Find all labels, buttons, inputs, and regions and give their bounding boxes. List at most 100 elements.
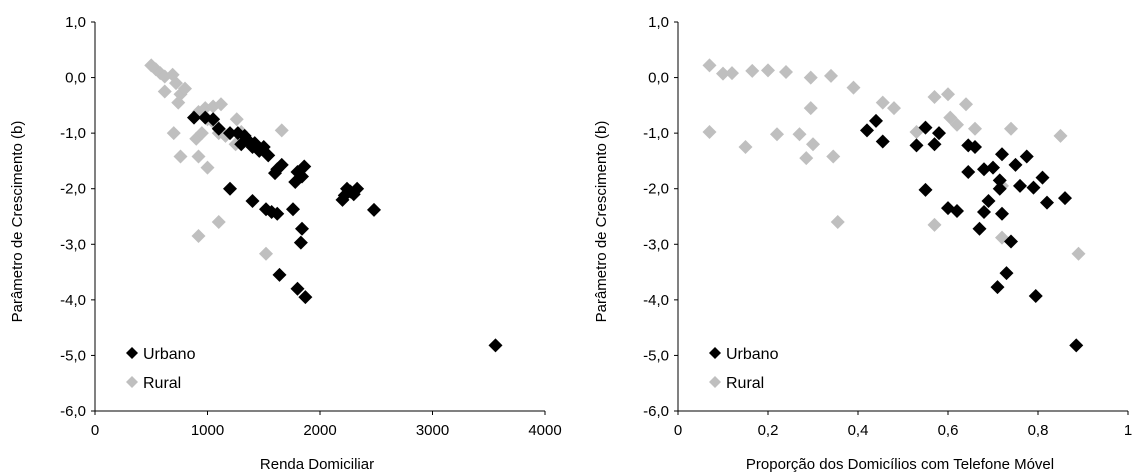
rural-point xyxy=(259,246,273,261)
rural-point xyxy=(214,97,228,112)
urbano-point xyxy=(1004,234,1018,249)
urbano-point xyxy=(869,113,883,128)
urbano-point xyxy=(918,120,933,135)
urbano-point xyxy=(992,181,1007,196)
legend-label-rural: Rural xyxy=(143,375,181,392)
rural-point xyxy=(725,66,739,81)
urbano-point xyxy=(909,138,924,153)
urbano-point xyxy=(968,140,982,155)
y-tick-label: 1,0 xyxy=(65,14,86,31)
urbano-point xyxy=(961,165,976,180)
rural-point xyxy=(770,127,784,142)
urbano-point xyxy=(1019,149,1034,164)
x-tick-label: 0,4 xyxy=(848,422,869,439)
x-tick-label: 0 xyxy=(674,422,682,439)
urbano-point xyxy=(270,206,285,221)
urbano-point xyxy=(990,280,1005,295)
rural-point xyxy=(792,127,807,142)
rural-point xyxy=(1053,128,1068,143)
urbano-point xyxy=(293,235,308,250)
x-tick-label: 1000 xyxy=(191,422,224,439)
urbano-point xyxy=(1028,288,1043,303)
urbano-point xyxy=(367,202,381,217)
urbano-point xyxy=(972,221,987,236)
y-tick-label: 0,0 xyxy=(648,70,669,87)
urbano-point xyxy=(932,126,946,141)
urbano-point xyxy=(223,181,237,196)
urbano-point xyxy=(986,160,1000,175)
urbano-point xyxy=(1040,195,1054,210)
legend-label-rural: Rural xyxy=(726,375,764,392)
y-tick-label: -3,0 xyxy=(60,236,86,253)
y-tick-label: -6,0 xyxy=(60,403,86,420)
rural-point xyxy=(761,63,775,78)
x-axis-label: Proporção dos Domicílios com Telefone Mó… xyxy=(746,456,1054,473)
rural-point xyxy=(191,228,206,243)
y-tick-label: -4,0 xyxy=(60,292,86,309)
rural-point xyxy=(806,137,820,152)
y-tick-label: 0,0 xyxy=(65,70,86,87)
rural-point xyxy=(191,149,206,164)
y-axis-label: Parâmetro de Crescimento (b) xyxy=(593,121,610,323)
urbano-point xyxy=(977,162,991,177)
y-tick-label: -1,0 xyxy=(60,125,86,142)
rural-point xyxy=(803,101,818,116)
urbano-point xyxy=(290,281,305,296)
urbano-point xyxy=(950,203,964,218)
rural-point xyxy=(738,140,753,155)
urbano-point xyxy=(211,121,226,136)
urbano-point xyxy=(992,173,1007,188)
y-tick-label: -4,0 xyxy=(643,292,669,309)
rural-point xyxy=(274,123,289,138)
rural-point xyxy=(178,81,192,96)
urbano-point xyxy=(995,147,1009,162)
urbano-point xyxy=(272,267,287,282)
urbano-point xyxy=(261,148,276,163)
urbano-point xyxy=(999,266,1014,281)
y-tick-label: -1,0 xyxy=(643,125,669,142)
y-tick-label: 1,0 xyxy=(648,14,669,31)
rural-point xyxy=(229,112,244,127)
rural-point xyxy=(166,126,181,141)
urbano-point xyxy=(927,137,942,152)
urbano-point xyxy=(1035,170,1050,185)
y-tick-label: -5,0 xyxy=(643,347,669,364)
urbano-point xyxy=(981,193,996,208)
rural-point xyxy=(799,151,814,166)
urbano-point xyxy=(295,169,309,184)
urbano-point xyxy=(977,205,991,220)
rural-point xyxy=(779,65,793,80)
legend-label-urbano: Urbano xyxy=(143,346,196,363)
rural-point xyxy=(968,121,982,136)
urbano-point xyxy=(1058,191,1072,206)
x-tick-label: 0,6 xyxy=(938,422,959,439)
rural-point xyxy=(887,101,901,116)
rural-point xyxy=(875,95,890,110)
rural-point xyxy=(702,125,717,140)
rural-point xyxy=(941,87,955,102)
urbano-point xyxy=(1013,178,1027,193)
urbano-point xyxy=(297,159,312,174)
urbano-point xyxy=(875,134,890,149)
urbano-point xyxy=(286,202,300,217)
urbano-point xyxy=(1008,157,1023,172)
y-tick-label: -2,0 xyxy=(60,181,86,198)
urbano-point xyxy=(1069,338,1084,353)
chart-telefone-movel: 1,0 0,0 -1,0 -2,0 -3,0 -4,0 -5,0 -6,0 0 0,2 0,4 0,6… xyxy=(593,14,1132,473)
rural-point xyxy=(826,149,841,164)
rural-point xyxy=(173,149,188,164)
rural-point xyxy=(803,70,818,85)
rural-point xyxy=(200,160,215,175)
urbano-point xyxy=(223,126,237,141)
urbano-point xyxy=(245,193,260,208)
rural-point xyxy=(830,215,845,230)
rural-point xyxy=(157,84,172,99)
rural-point xyxy=(1004,121,1018,136)
x-tick-label: 0,8 xyxy=(1028,422,1049,439)
urbano-point xyxy=(350,181,365,196)
x-tick-label: 0,2 xyxy=(758,422,779,439)
legend-marker-urbano xyxy=(126,347,138,359)
urbano-point xyxy=(298,290,313,305)
legend-marker-rural xyxy=(709,376,721,388)
